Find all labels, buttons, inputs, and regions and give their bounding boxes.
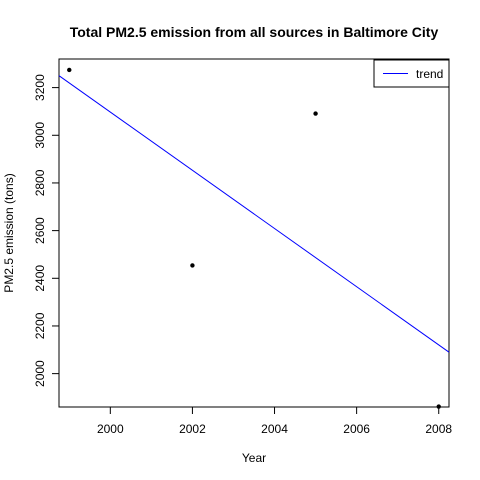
x-tick-label-2000: 2000 [97, 422, 124, 436]
x-tick-label-2006: 2006 [343, 422, 370, 436]
scatter-series [67, 67, 441, 409]
legend: trend [373, 59, 450, 88]
x-tick-label-2004: 2004 [261, 422, 288, 436]
x-axis: 2000 2002 2004 2006 2008 [97, 407, 452, 436]
y-axis-label: PM2.5 emission (tons) [2, 173, 16, 292]
data-point-2002 [190, 263, 195, 268]
y-tick-label-2800: 2800 [33, 169, 47, 196]
data-point-2005 [313, 111, 318, 116]
x-tick-label-2008: 2008 [425, 422, 452, 436]
trend-line [58, 75, 450, 353]
legend-trend-label: trend [416, 67, 443, 81]
plot-area-border [58, 58, 450, 408]
data-point-1999 [67, 67, 72, 73]
y-tick-label-3000: 3000 [33, 122, 47, 149]
y-tick-label-2000: 2000 [33, 360, 47, 387]
y-tick-label-3200: 3200 [33, 74, 47, 101]
y-axis: 2000 2200 2400 2600 2800 3000 3200 [33, 74, 59, 387]
data-point-2008 [436, 404, 441, 409]
trend-series [58, 75, 450, 353]
y-tick-label-2400: 2400 [33, 265, 47, 292]
chart-title: Total PM2.5 emission from all sources in… [70, 24, 439, 40]
x-axis-label: Year [242, 451, 266, 465]
x-tick-label-2002: 2002 [179, 422, 206, 436]
y-tick-label-2200: 2200 [33, 312, 47, 339]
y-tick-label-2600: 2600 [33, 217, 47, 244]
